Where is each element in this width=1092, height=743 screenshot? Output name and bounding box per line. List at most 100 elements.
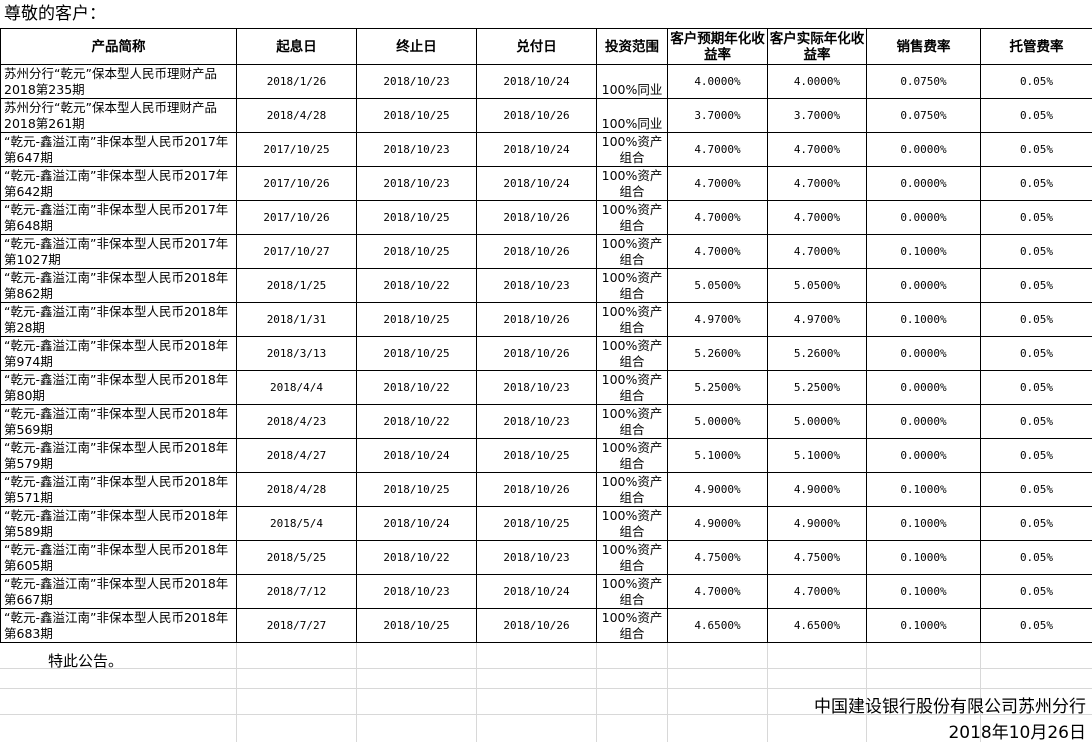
cell-investment-scope: 100%资产组合 [597,337,668,371]
cell-investment-scope: 100%资产组合 [597,575,668,609]
cell-investment-scope: 100%资产组合 [597,303,668,337]
cell-product-name: “乾元-鑫溢江南”非保本型人民币2017年第648期 [1,201,237,235]
cell-payment-date: 2018/10/26 [477,235,597,269]
header-sales-fee: 销售费率 [867,29,981,65]
cell-end-date: 2018/10/24 [357,439,477,473]
cell-actual-yield: 4.7000% [768,201,867,235]
cell-start-date: 2018/4/28 [237,473,357,507]
cell-start-date: 2018/1/31 [237,303,357,337]
cell-expected-yield: 4.9000% [668,473,768,507]
cell-sales-fee: 0.0000% [867,337,981,371]
cell-investment-scope: 100%资产组合 [597,235,668,269]
cell-start-date: 2017/10/26 [237,167,357,201]
cell-payment-date: 2018/10/24 [477,575,597,609]
cell-end-date: 2018/10/22 [357,541,477,575]
cell-sales-fee: 0.0000% [867,133,981,167]
cell-start-date: 2017/10/26 [237,201,357,235]
cell-start-date: 2018/1/26 [237,65,357,99]
cell-expected-yield: 4.7000% [668,133,768,167]
cell-investment-scope: 100%资产组合 [597,133,668,167]
cell-expected-yield: 5.0500% [668,269,768,303]
cell-payment-date: 2018/10/26 [477,303,597,337]
cell-investment-scope: 100%资产组合 [597,541,668,575]
cell-sales-fee: 0.1000% [867,303,981,337]
cell-actual-yield: 4.7000% [768,575,867,609]
cell-custody-fee: 0.05% [981,65,1092,99]
cell-sales-fee: 0.0000% [867,269,981,303]
cell-actual-yield: 5.1000% [768,439,867,473]
cell-end-date: 2018/10/25 [357,609,477,643]
header-custody-fee: 托管费率 [981,29,1092,65]
header-payment-date: 兑付日 [477,29,597,65]
cell-start-date: 2018/5/4 [237,507,357,541]
cell-custody-fee: 0.05% [981,371,1092,405]
cell-expected-yield: 4.7000% [668,235,768,269]
cell-custody-fee: 0.05% [981,167,1092,201]
cell-payment-date: 2018/10/25 [477,507,597,541]
cell-end-date: 2018/10/23 [357,167,477,201]
cell-start-date: 2018/7/27 [237,609,357,643]
cell-product-name: “乾元-鑫溢江南”非保本型人民币2017年第647期 [1,133,237,167]
header-expected-yield: 客户预期年化收益率 [668,29,768,65]
header-end-date: 终止日 [357,29,477,65]
cell-sales-fee: 0.0750% [867,65,981,99]
cell-expected-yield: 4.7000% [668,167,768,201]
cell-payment-date: 2018/10/23 [477,405,597,439]
cell-product-name: “乾元-鑫溢江南”非保本型人民币2018年第683期 [1,609,237,643]
cell-investment-scope: 100%资产组合 [597,609,668,643]
cell-actual-yield: 5.2600% [768,337,867,371]
cell-investment-scope: 100%资产组合 [597,473,668,507]
cell-actual-yield: 4.0000% [768,65,867,99]
cell-payment-date: 2018/10/23 [477,269,597,303]
cell-expected-yield: 3.7000% [668,99,768,133]
cell-end-date: 2018/10/22 [357,269,477,303]
cell-end-date: 2018/10/23 [357,65,477,99]
cell-custody-fee: 0.05% [981,541,1092,575]
cell-investment-scope: 100%资产组合 [597,507,668,541]
cell-actual-yield: 5.0000% [768,405,867,439]
cell-end-date: 2018/10/23 [357,133,477,167]
cell-custody-fee: 0.05% [981,609,1092,643]
cell-actual-yield: 4.9000% [768,507,867,541]
cell-expected-yield: 4.6500% [668,609,768,643]
cell-product-name: 苏州分行“乾元”保本型人民币理财产品2018第261期 [1,99,237,133]
cell-expected-yield: 4.7000% [668,201,768,235]
cell-start-date: 2018/4/27 [237,439,357,473]
cell-investment-scope: 100%资产组合 [597,405,668,439]
cell-payment-date: 2018/10/23 [477,541,597,575]
cell-custody-fee: 0.05% [981,405,1092,439]
cell-end-date: 2018/10/22 [357,405,477,439]
cell-custody-fee: 0.05% [981,269,1092,303]
cell-start-date: 2017/10/25 [237,133,357,167]
cell-custody-fee: 0.05% [981,507,1092,541]
cell-custody-fee: 0.05% [981,133,1092,167]
cell-end-date: 2018/10/23 [357,575,477,609]
cell-product-name: “乾元-鑫溢江南”非保本型人民币2018年第605期 [1,541,237,575]
cell-start-date: 2018/1/25 [237,269,357,303]
cell-sales-fee: 0.1000% [867,235,981,269]
cell-actual-yield: 5.0500% [768,269,867,303]
cell-product-name: “乾元-鑫溢江南”非保本型人民币2017年第642期 [1,167,237,201]
cell-custody-fee: 0.05% [981,303,1092,337]
cell-end-date: 2018/10/25 [357,99,477,133]
cell-expected-yield: 5.2600% [668,337,768,371]
header-product-name: 产品简称 [1,29,237,65]
cell-actual-yield: 4.6500% [768,609,867,643]
cell-payment-date: 2018/10/24 [477,133,597,167]
cell-payment-date: 2018/10/24 [477,167,597,201]
cell-product-name: “乾元-鑫溢江南”非保本型人民币2018年第862期 [1,269,237,303]
cell-payment-date: 2018/10/26 [477,99,597,133]
cell-product-name: “乾元-鑫溢江南”非保本型人民币2018年第571期 [1,473,237,507]
cell-start-date: 2018/4/23 [237,405,357,439]
